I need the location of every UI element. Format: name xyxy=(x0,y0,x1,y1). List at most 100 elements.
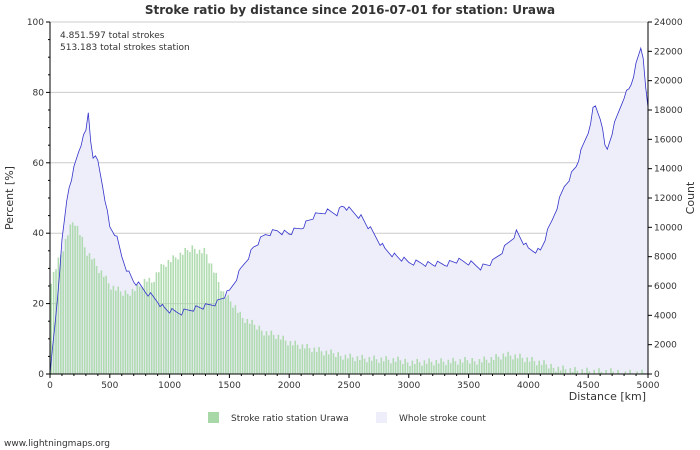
legend-swatch-stroke-ratio xyxy=(208,412,219,423)
x-tick-label-2000: 2000 xyxy=(278,381,301,391)
bar-1760 xyxy=(260,330,263,374)
stroke-ratio-bars xyxy=(50,222,646,374)
bar-1500 xyxy=(229,301,232,374)
bar-1540 xyxy=(234,305,237,374)
y-axis-right-label: Count xyxy=(684,181,697,214)
bar-2900 xyxy=(397,356,399,374)
bar-4360 xyxy=(571,372,574,374)
bar-1620 xyxy=(244,322,246,374)
bar-4740 xyxy=(617,369,619,374)
bar-1700 xyxy=(253,324,256,374)
bar-1280 xyxy=(203,247,206,374)
bar-3300 xyxy=(445,365,447,374)
bar-1960 xyxy=(284,340,287,374)
bar-3980 xyxy=(526,357,528,374)
x-tick-label-5000: 5000 xyxy=(637,381,660,391)
bar-1140 xyxy=(186,250,189,374)
bar-4280 xyxy=(562,365,564,374)
y-right-tick-label-0: 0 xyxy=(654,370,660,380)
bar-3700 xyxy=(492,360,495,374)
bar-3940 xyxy=(521,357,524,374)
bar-3560 xyxy=(476,364,478,374)
bar-3660 xyxy=(488,362,490,374)
bar-2940 xyxy=(402,364,404,374)
bar-2780 xyxy=(382,361,385,374)
bar-4160 xyxy=(547,368,550,374)
y-right-tick-label-2000: 2000 xyxy=(654,341,677,351)
bar-820 xyxy=(148,277,151,374)
bar-340 xyxy=(91,259,93,374)
bar-4700 xyxy=(612,371,615,374)
bar-1380 xyxy=(215,272,217,374)
footer-credit: www.lightningmaps.org xyxy=(4,439,110,449)
bar-3620 xyxy=(483,356,485,374)
whole-stroke-count-area xyxy=(50,48,648,374)
bar-4800 xyxy=(624,371,627,374)
bar-1040 xyxy=(174,257,177,374)
bar-2860 xyxy=(392,358,395,374)
bar-1460 xyxy=(225,297,227,374)
bar-4400 xyxy=(576,370,579,374)
bar-3860 xyxy=(512,359,514,374)
bar-620 xyxy=(124,290,127,374)
bar-3180 xyxy=(430,361,433,374)
bar-540 xyxy=(115,290,117,374)
x-axis-label: Distance [km] xyxy=(569,390,646,403)
bar-1260 xyxy=(201,253,203,374)
bar-1160 xyxy=(189,252,191,374)
bar-1740 xyxy=(258,325,261,374)
legend-label-whole-stroke-count: Whole stroke count xyxy=(399,414,486,424)
bar-1600 xyxy=(241,318,244,374)
bar-2980 xyxy=(406,362,409,374)
bar-3580 xyxy=(478,359,481,374)
bar-1180 xyxy=(191,245,194,374)
bar-2680 xyxy=(370,360,373,374)
y-left-tick-label-100: 100 xyxy=(27,18,44,28)
bar-1400 xyxy=(217,282,220,374)
whole-stroke-count-line-group xyxy=(49,46,649,375)
bar-2140 xyxy=(306,343,308,374)
bar-2700 xyxy=(373,355,375,374)
y-right-tick-label-12000: 12000 xyxy=(654,194,683,204)
bar-1940 xyxy=(282,335,284,374)
bar-2080 xyxy=(299,349,301,374)
bar-900 xyxy=(158,272,160,374)
bar-3960 xyxy=(524,362,526,374)
bar-720 xyxy=(136,284,139,374)
y-right-tick-label-10000: 10000 xyxy=(654,223,683,233)
bar-1860 xyxy=(272,334,275,374)
bar-4840 xyxy=(629,369,631,374)
legend-label-stroke-ratio: Stroke ratio station Urawa xyxy=(231,414,349,424)
bar-320 xyxy=(88,253,91,374)
bar-420 xyxy=(100,270,103,374)
bar-3800 xyxy=(504,356,507,374)
bar-2400 xyxy=(337,352,339,374)
axes: 0 500 1000 1500 2000 2500 3000 3500 4000 4500 5000… xyxy=(27,18,683,391)
bar-2300 xyxy=(325,350,328,374)
x-tick-label-4500: 4500 xyxy=(577,381,600,391)
bar-3160 xyxy=(428,358,430,374)
bar-2720 xyxy=(375,359,378,374)
bar-3920 xyxy=(519,353,521,374)
y-left-tick-label-80: 80 xyxy=(33,88,45,98)
bar-2320 xyxy=(327,354,330,374)
x-tick-label-3500: 3500 xyxy=(457,381,480,391)
bar-3740 xyxy=(497,356,500,374)
bar-2500 xyxy=(349,353,351,374)
bar-4020 xyxy=(531,357,533,374)
whole-stroke-count-fill xyxy=(50,48,648,374)
bar-1340 xyxy=(210,263,213,374)
bar-2840 xyxy=(390,363,392,374)
bar-1580 xyxy=(239,311,241,374)
bar-2360 xyxy=(332,353,335,374)
x-tick-label-4000: 4000 xyxy=(517,381,540,391)
bar-3880 xyxy=(514,354,516,374)
bar-1480 xyxy=(227,295,229,374)
bar-2160 xyxy=(308,348,311,374)
y-left-tick-label-40: 40 xyxy=(33,229,45,239)
bar-280 xyxy=(83,247,86,374)
bar-2200 xyxy=(313,347,316,374)
bar-1360 xyxy=(213,272,215,374)
bar-4380 xyxy=(574,367,576,374)
